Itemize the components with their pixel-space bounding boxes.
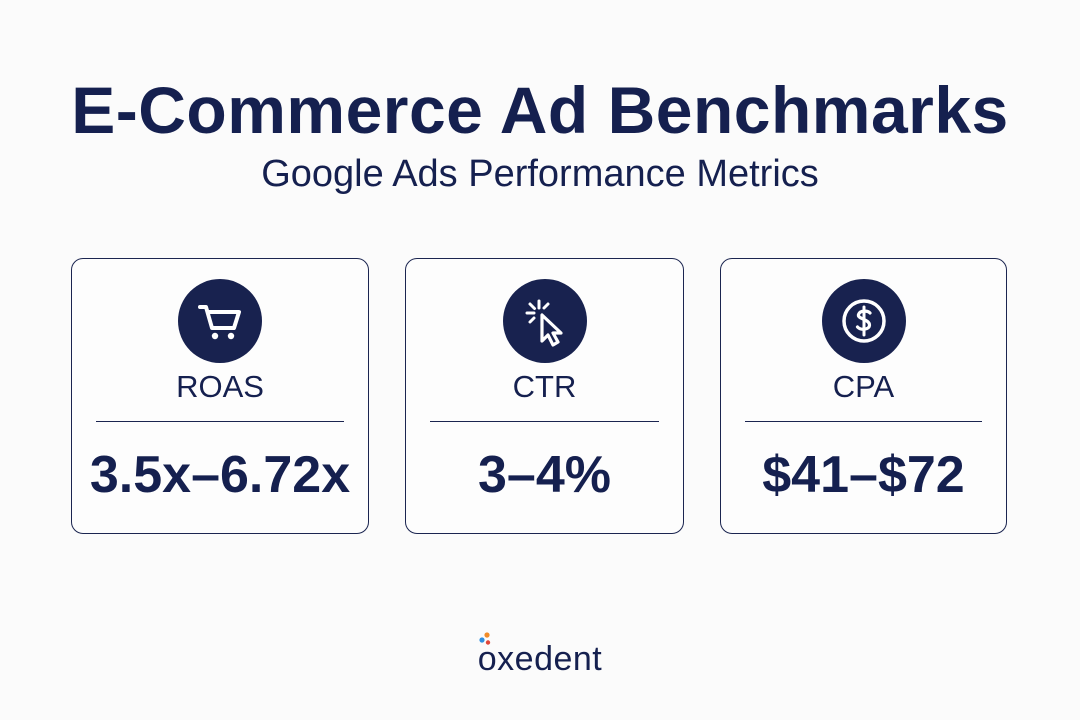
divider [96,421,344,422]
metric-card-cpa: CPA $41–$72 [720,258,1007,534]
divider [430,421,659,422]
metric-label: ROAS [176,369,264,404]
brand-dots-icon [479,632,490,645]
metric-label: CTR [512,369,577,404]
metric-value: 3–4% [478,446,611,504]
divider [745,421,982,422]
cursor-click-icon [502,279,587,363]
dollar-coin-icon [821,279,906,363]
brand-footer: oxedent [0,632,1080,679]
metric-label: CPA [832,369,895,404]
page-subtitle: Google Ads Performance Metrics [261,153,819,195]
metric-value: 3.5x–6.72x [89,446,351,504]
metric-card-ctr: CTR 3–4% [405,258,684,534]
brand-name: oxedent [477,640,603,678]
metric-value: $41–$72 [762,446,965,504]
shopping-cart-icon [178,279,262,363]
metric-card-roas: ROAS 3.5x–6.72x [71,258,369,534]
page-title: E-Commerce Ad Benchmarks [71,73,1009,147]
